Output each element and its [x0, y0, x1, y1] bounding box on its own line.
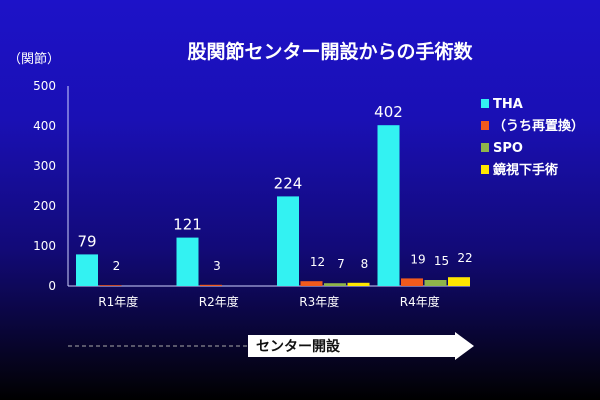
legend-entry: THA — [493, 97, 523, 112]
legend-swatch — [481, 143, 489, 152]
bar — [176, 237, 199, 286]
data-label: 22 — [457, 251, 472, 265]
data-label: 224 — [274, 174, 303, 192]
bar — [448, 277, 470, 286]
x-category-label: R4年度 — [400, 294, 440, 309]
x-category-label: R1年度 — [98, 294, 138, 309]
legend-entry: （うち再置換） — [493, 118, 584, 134]
x-axis-categories: R1年度 R2年度 R3年度 R4年度 — [98, 294, 439, 309]
legend-entry: SPO — [493, 141, 523, 156]
annotation-label: センター開設 — [256, 338, 341, 355]
bar — [277, 196, 299, 286]
data-label: 402 — [374, 103, 403, 121]
bar — [377, 125, 400, 286]
bar — [401, 278, 423, 286]
y-tick-label: 100 — [33, 239, 56, 253]
bars-group — [76, 125, 470, 286]
bar — [200, 284, 222, 286]
data-label: 2 — [113, 259, 121, 273]
y-tick-label: 0 — [48, 279, 56, 293]
legend-swatch — [481, 99, 489, 108]
data-label: 12 — [310, 255, 325, 269]
y-tick-label: 300 — [33, 159, 56, 173]
legend-swatch — [481, 165, 489, 174]
data-label: 79 — [77, 232, 96, 250]
legend-entry: 鏡視下手術 — [493, 162, 558, 178]
y-axis-ticks: 0 100 200 300 400 500 — [33, 79, 56, 293]
data-label: 7 — [337, 257, 345, 271]
y-tick-label: 500 — [33, 79, 56, 93]
data-label: 8 — [361, 257, 369, 271]
x-category-label: R3年度 — [299, 294, 339, 309]
bar — [347, 282, 370, 286]
bar — [324, 283, 346, 286]
bar — [424, 280, 447, 286]
legend-swatch — [481, 121, 489, 130]
data-label: 121 — [173, 216, 202, 234]
x-category-label: R2年度 — [199, 294, 239, 309]
bar — [99, 285, 122, 286]
bar — [300, 281, 323, 286]
legend: THA （うち再置換） SPO 鏡視下手術 — [481, 97, 584, 178]
data-label: 3 — [213, 259, 221, 273]
data-label: 15 — [434, 254, 449, 268]
y-tick-label: 200 — [33, 199, 56, 213]
y-tick-label: 400 — [33, 119, 56, 133]
center-opening-annotation: センター開設 — [68, 332, 474, 360]
chart-title: 股関節センター開設からの手術数 — [187, 40, 473, 63]
data-labels-group: 79 2 121 3 224 12 7 8 402 19 15 22 — [77, 103, 472, 273]
annotation-arrow — [248, 332, 474, 360]
y-axis-unit-label: （関節） — [8, 52, 60, 67]
bar — [76, 254, 98, 286]
data-label: 19 — [410, 252, 425, 266]
